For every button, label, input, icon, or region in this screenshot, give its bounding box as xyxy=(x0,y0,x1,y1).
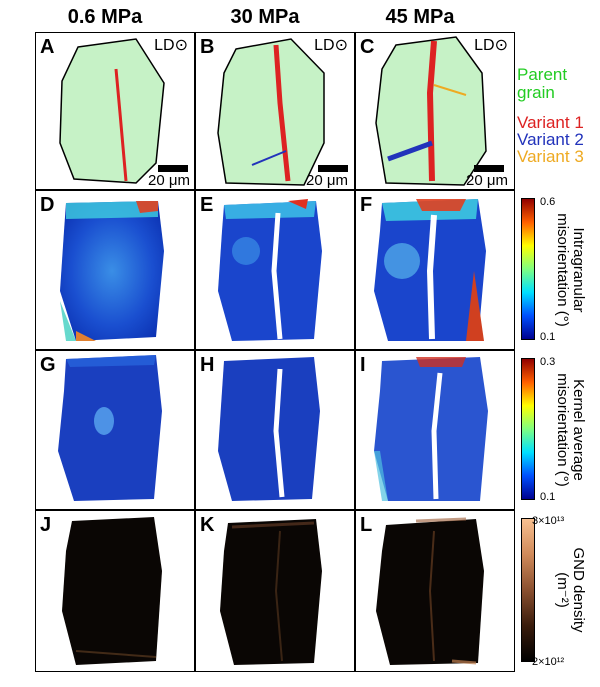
colorbar-gnd-title-line1: GND density xyxy=(570,547,587,633)
colorbar-intragranular-title-line1: Intragranular xyxy=(570,227,587,313)
colorbar-gnd-min: 2×10¹² xyxy=(532,656,565,668)
panel-label-g: G xyxy=(40,354,56,376)
colorbar-kernel-title: Kernel average misorientation (°) xyxy=(554,360,587,500)
panel-l: L xyxy=(355,510,515,672)
panel-k: K xyxy=(195,510,355,672)
misorientation-map-f xyxy=(374,199,486,341)
misorientation-map-e xyxy=(218,199,322,341)
panel-c: C LD⊙ 20 μm xyxy=(355,32,515,190)
grain-shape-b xyxy=(217,38,325,186)
variant1-trace-c xyxy=(426,40,437,182)
variant1-trace-a xyxy=(114,68,128,182)
colorbar-gnd-title: GND density (m⁻²) xyxy=(554,520,587,660)
colorbar-gnd xyxy=(521,518,535,662)
colorbar-kernel-title-line1: Kernel average xyxy=(570,379,587,481)
gnd-map-l xyxy=(376,517,484,665)
scale-text-c: 20 μm xyxy=(466,172,508,189)
kam-map-i xyxy=(374,357,488,501)
grain-shape-a xyxy=(59,38,165,184)
panel-e: E xyxy=(195,190,355,350)
column-header-2: 30 MPa xyxy=(230,6,300,28)
panel-i: I xyxy=(355,350,515,510)
legend-variant3: Variant 3 xyxy=(517,147,584,166)
panel-label-l: L xyxy=(360,514,373,536)
grain-shape-c xyxy=(375,36,487,186)
variant2-trace-c xyxy=(387,140,433,162)
panel-label-a: A xyxy=(40,36,55,58)
ld-indicator-a: LD⊙ xyxy=(154,37,188,54)
panel-a: A LD⊙ 20 μm xyxy=(35,32,195,190)
colorbar-kernel xyxy=(521,358,535,500)
panel-label-i: I xyxy=(360,354,366,376)
colorbar-gnd-max: 3×10¹³ xyxy=(532,515,565,527)
panel-label-k: K xyxy=(200,514,215,536)
panel-g: G xyxy=(35,350,195,510)
colorbar-intragranular-title: Intragranular misorientation (°) xyxy=(554,200,587,340)
colorbar-kernel-min: 0.1 xyxy=(540,491,556,503)
colorbar-intragranular-title-line2: misorientation (°) xyxy=(554,213,571,327)
gnd-map-j xyxy=(62,517,162,665)
ld-indicator-c: LD⊙ xyxy=(474,37,508,54)
kam-map-g xyxy=(58,355,162,501)
variant3-trace-c xyxy=(433,84,467,96)
kam-map-h xyxy=(218,357,320,501)
colorbar-kernel-max: 0.3 xyxy=(540,356,556,368)
colorbar-intragranular xyxy=(521,198,535,340)
column-header-3: 45 MPa xyxy=(385,6,455,28)
panel-f: F xyxy=(355,190,515,350)
panel-label-e: E xyxy=(200,194,214,216)
misorientation-map-d xyxy=(60,201,164,341)
colorbar-gnd-title-line2: (m⁻²) xyxy=(554,572,571,608)
variant2-trace-b xyxy=(251,150,287,166)
panel-label-f: F xyxy=(360,194,373,216)
column-header-1: 0.6 MPa xyxy=(67,6,143,28)
panel-label-c: C xyxy=(360,36,375,58)
legend-variant2: Variant 2 xyxy=(517,130,584,149)
panel-label-b: B xyxy=(200,36,215,58)
panel-h: H xyxy=(195,350,355,510)
panel-d: D xyxy=(35,190,195,350)
legend-variant1: Variant 1 xyxy=(517,113,584,132)
panel-label-j: J xyxy=(40,514,52,536)
colorbar-intragranular-min: 0.1 xyxy=(540,331,556,343)
colorbar-intragranular-max: 0.6 xyxy=(540,196,556,208)
panel-j: J xyxy=(35,510,195,672)
scale-text-a: 20 μm xyxy=(148,172,190,189)
scale-text-b: 20 μm xyxy=(306,172,348,189)
scale-bar-b xyxy=(318,165,348,172)
legend-parent-line2: grain xyxy=(517,83,555,102)
panel-b: B LD⊙ 20 μm xyxy=(195,32,355,190)
panel-label-h: H xyxy=(200,354,215,376)
gnd-map-k xyxy=(220,519,322,665)
variant1-trace-b xyxy=(273,44,291,182)
ld-indicator-b: LD⊙ xyxy=(314,37,348,54)
scale-bar-a xyxy=(158,165,188,172)
scale-bar-c xyxy=(474,165,504,172)
legend-parent-line1: Parent xyxy=(517,65,568,84)
panel-label-d: D xyxy=(40,194,55,216)
legend-parent-grain: Parent grain xyxy=(517,66,567,102)
colorbar-kernel-title-line2: misorientation (°) xyxy=(554,373,571,487)
